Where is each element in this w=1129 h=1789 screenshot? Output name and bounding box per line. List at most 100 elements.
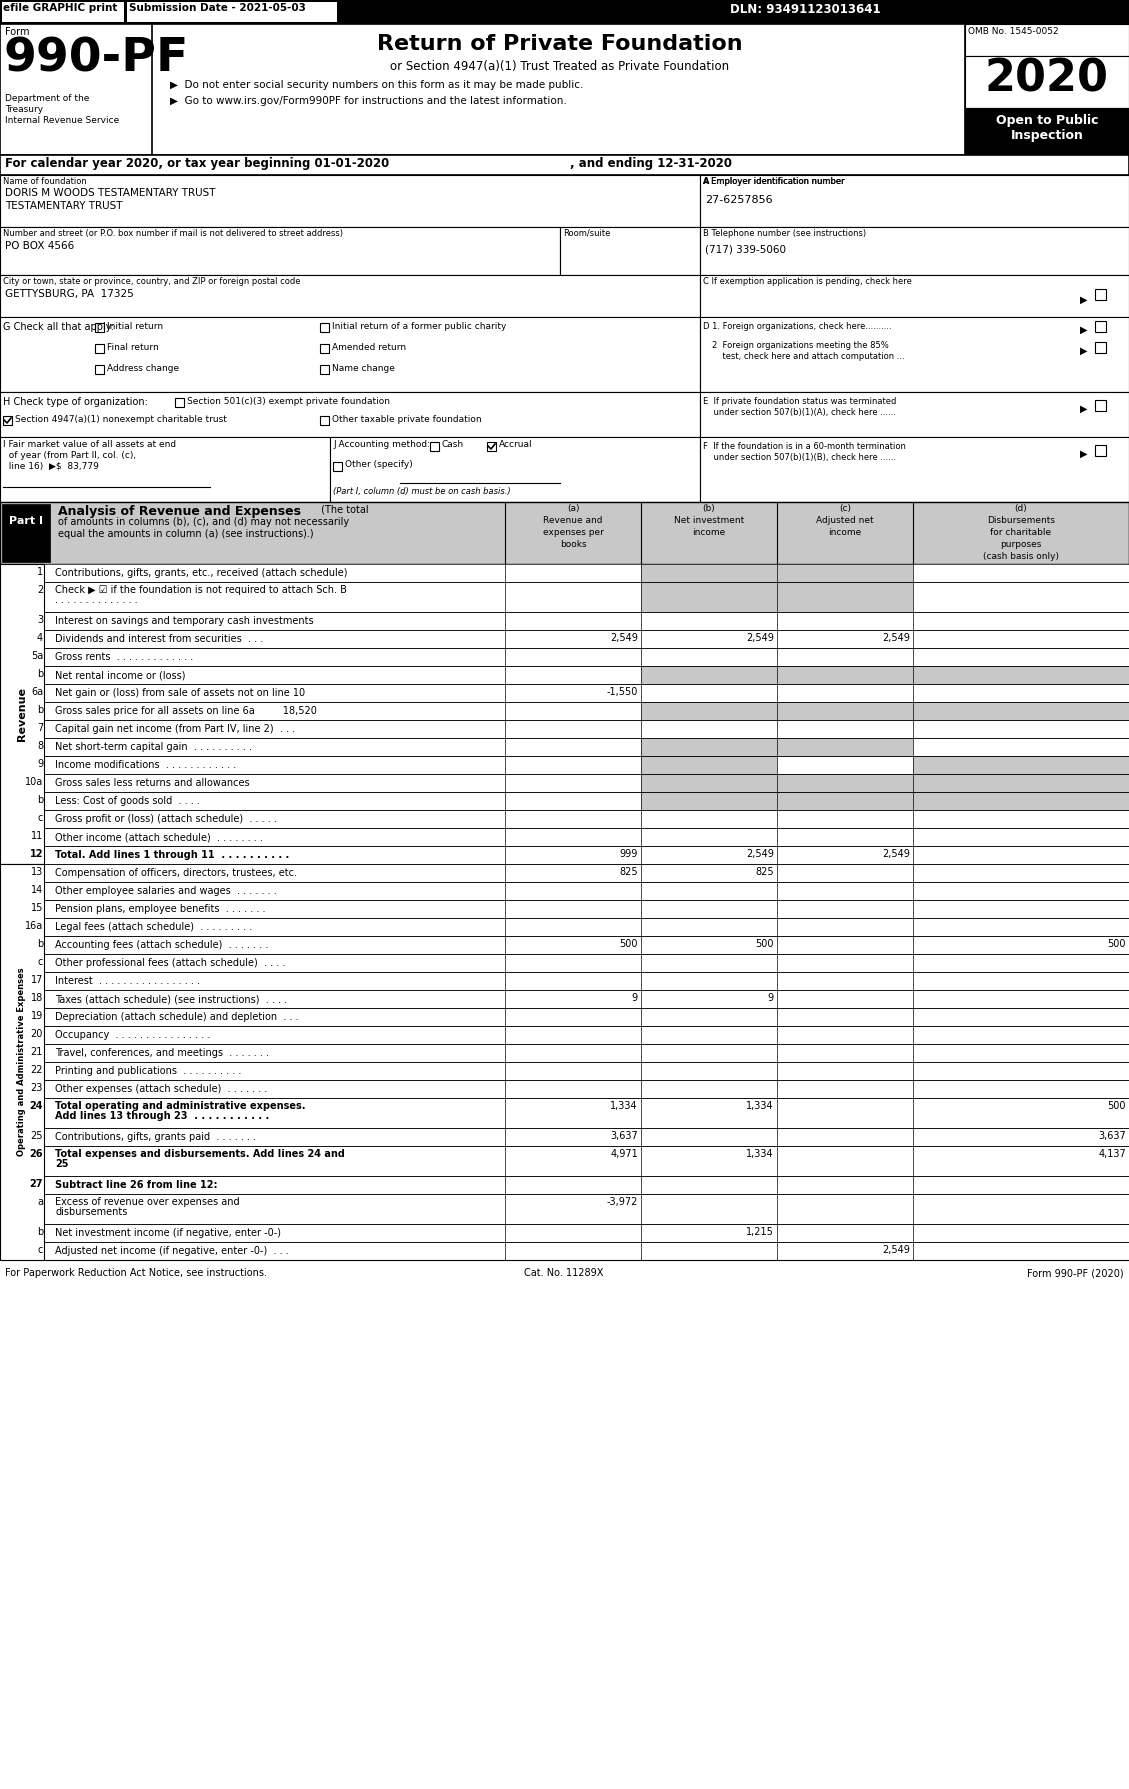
Bar — [45, 739, 1129, 757]
Bar — [913, 757, 1129, 775]
Text: Other taxable private foundation: Other taxable private foundation — [332, 415, 482, 424]
Text: Accounting fees (attach schedule)  . . . . . . .: Accounting fees (attach schedule) . . . … — [55, 941, 269, 950]
Bar — [45, 683, 1129, 701]
Text: Section 501(c)(3) exempt private foundation: Section 501(c)(3) exempt private foundat… — [187, 397, 390, 406]
Bar — [45, 701, 1129, 719]
Bar — [641, 989, 777, 1007]
Bar — [505, 739, 641, 757]
Text: 23: 23 — [30, 1082, 43, 1093]
Bar — [913, 648, 1129, 666]
Bar — [913, 1063, 1129, 1081]
Text: 1,215: 1,215 — [746, 1227, 774, 1236]
Text: of year (from Part II, col. (c),: of year (from Part II, col. (c), — [3, 451, 137, 460]
Text: 2,549: 2,549 — [746, 633, 774, 642]
Bar — [641, 701, 777, 719]
Text: c: c — [37, 1245, 43, 1256]
Bar — [505, 1007, 641, 1027]
Bar — [700, 227, 1129, 276]
Text: Part I: Part I — [9, 515, 43, 526]
Bar — [45, 630, 1129, 648]
Bar — [913, 1242, 1129, 1259]
Text: Other (specify): Other (specify) — [345, 460, 413, 469]
Text: income: income — [829, 528, 861, 537]
Bar — [913, 581, 1129, 612]
Text: 7: 7 — [37, 723, 43, 733]
Text: b: b — [37, 705, 43, 716]
Text: ▶  Do not enter social security numbers on this form as it may be made public.: ▶ Do not enter social security numbers o… — [170, 81, 584, 89]
Bar — [777, 989, 913, 1007]
Text: 27-6257856: 27-6257856 — [704, 195, 772, 206]
Text: 500: 500 — [755, 939, 774, 948]
Text: PO BOX 4566: PO BOX 4566 — [5, 242, 75, 250]
Bar — [505, 666, 641, 683]
Bar — [777, 1027, 913, 1045]
Bar — [45, 1063, 1129, 1081]
Bar — [641, 793, 777, 810]
Text: Number and street (or P.O. box number if mail is not delivered to street address: Number and street (or P.O. box number if… — [3, 229, 343, 238]
Bar — [700, 392, 1129, 437]
Text: efile GRAPHIC print: efile GRAPHIC print — [3, 4, 117, 13]
Bar — [913, 1081, 1129, 1098]
Text: D 1. Foreign organizations, check here..........: D 1. Foreign organizations, check here..… — [703, 322, 892, 331]
Bar — [641, 757, 777, 775]
Text: for charitable: for charitable — [990, 528, 1051, 537]
Bar — [641, 900, 777, 918]
Bar — [913, 1224, 1129, 1242]
Bar — [505, 1063, 641, 1081]
Bar — [45, 1129, 1129, 1147]
Text: 9: 9 — [768, 993, 774, 1004]
Bar — [965, 55, 1129, 107]
Bar — [1095, 290, 1106, 301]
Text: OMB No. 1545-0052: OMB No. 1545-0052 — [968, 27, 1059, 36]
Text: G Check all that apply:: G Check all that apply: — [3, 322, 114, 333]
Text: 2,549: 2,549 — [882, 1245, 910, 1256]
Bar — [913, 989, 1129, 1007]
Text: Treasury: Treasury — [5, 106, 43, 114]
Text: Cat. No. 11289X: Cat. No. 11289X — [524, 1268, 604, 1277]
Bar — [45, 1242, 1129, 1259]
Bar — [641, 1242, 777, 1259]
Text: 1,334: 1,334 — [746, 1149, 774, 1159]
Bar — [45, 971, 1129, 989]
Text: of amounts in columns (b), (c), and (d) may not necessarily: of amounts in columns (b), (c), and (d) … — [58, 517, 349, 528]
Text: Printing and publications  . . . . . . . . . .: Printing and publications . . . . . . . … — [55, 1066, 242, 1077]
Text: E  If private foundation status was terminated: E If private foundation status was termi… — [703, 397, 896, 406]
Text: Add lines 13 through 23  . . . . . . . . . . .: Add lines 13 through 23 . . . . . . . . … — [55, 1111, 269, 1122]
Bar — [505, 793, 641, 810]
Text: A: A — [703, 177, 709, 186]
Bar — [913, 683, 1129, 701]
Text: B Telephone number (see instructions): B Telephone number (see instructions) — [703, 229, 866, 238]
Bar — [913, 630, 1129, 648]
Bar — [641, 882, 777, 900]
Text: books: books — [560, 540, 586, 549]
Text: income: income — [692, 528, 726, 537]
Text: Depreciation (attach schedule) and depletion  . . .: Depreciation (attach schedule) and deple… — [55, 1013, 299, 1023]
Bar — [641, 936, 777, 954]
Bar — [641, 1045, 777, 1063]
Text: 10a: 10a — [25, 776, 43, 787]
Text: Less: Cost of goods sold  . . . .: Less: Cost of goods sold . . . . — [55, 796, 200, 807]
Bar — [505, 757, 641, 775]
Text: DLN: 93491123013641: DLN: 93491123013641 — [730, 4, 881, 16]
Bar — [0, 437, 330, 503]
Bar — [641, 739, 777, 757]
Bar — [641, 864, 777, 882]
Bar — [777, 648, 913, 666]
Text: ▶: ▶ — [1080, 449, 1087, 460]
Bar — [505, 1175, 641, 1193]
Text: 1,334: 1,334 — [611, 1100, 638, 1111]
Text: b: b — [37, 939, 43, 948]
Text: Adjusted net: Adjusted net — [816, 515, 874, 524]
Bar — [505, 612, 641, 630]
Text: 18: 18 — [30, 993, 43, 1004]
Text: 16a: 16a — [25, 921, 43, 930]
Text: ▶: ▶ — [1080, 295, 1087, 304]
Bar — [913, 1193, 1129, 1224]
Text: Net rental income or (loss): Net rental income or (loss) — [55, 671, 185, 680]
Bar — [487, 442, 496, 451]
Text: a: a — [37, 1197, 43, 1208]
Bar — [913, 828, 1129, 846]
Text: 2: 2 — [37, 585, 43, 596]
Text: Travel, conferences, and meetings  . . . . . . .: Travel, conferences, and meetings . . . … — [55, 1048, 269, 1059]
Text: line 16)  ▶$  83,779: line 16) ▶$ 83,779 — [3, 462, 99, 471]
